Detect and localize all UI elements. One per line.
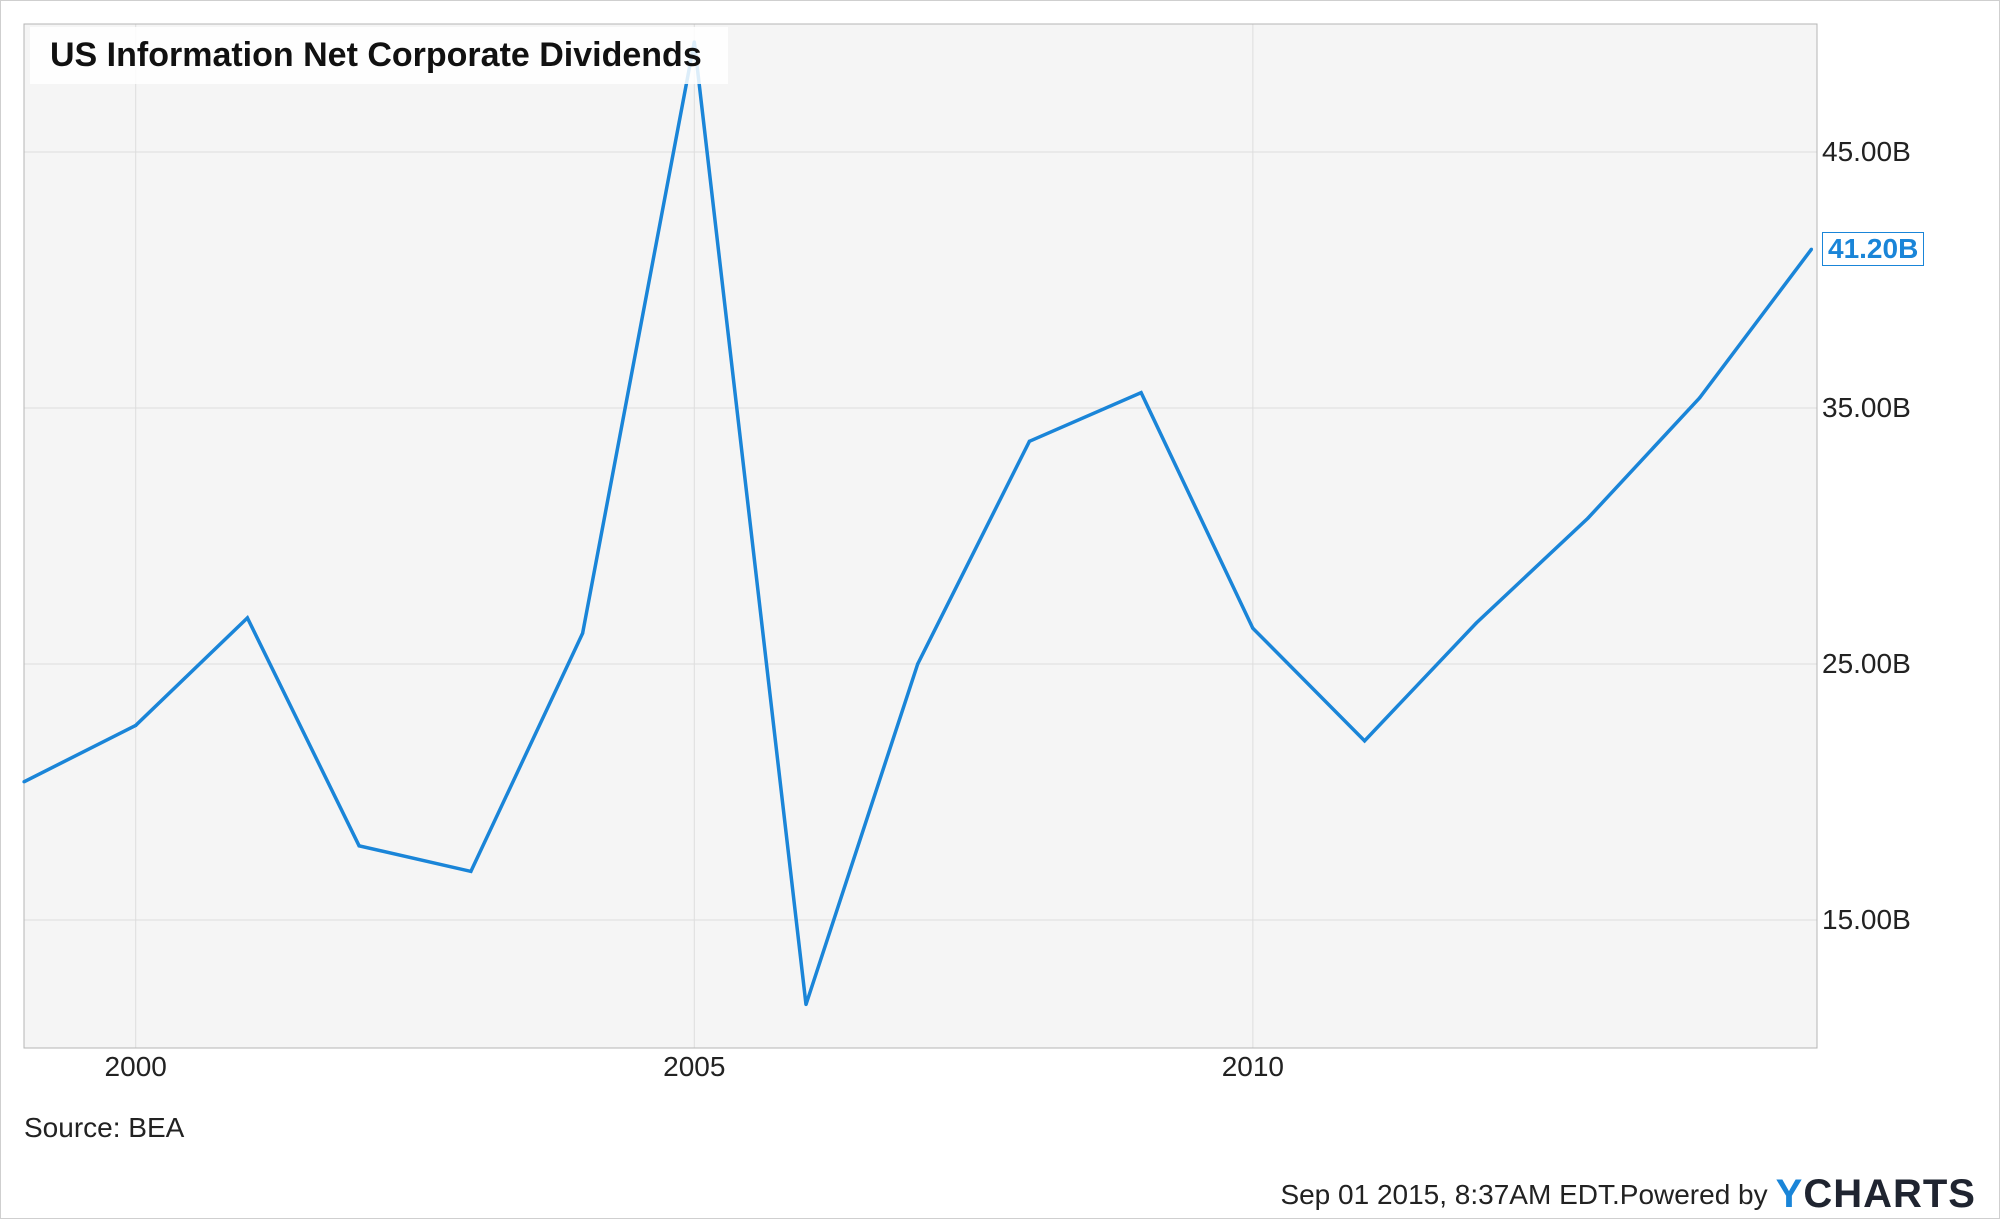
- source-note: Source: BEA: [24, 1112, 185, 1143]
- plot-border: [23, 23, 1818, 1049]
- data-point: [1474, 621, 1478, 625]
- data-point: [580, 631, 585, 635]
- y-tick-label: 25.00B: [1822, 648, 1911, 679]
- data-point: [1698, 396, 1702, 400]
- data-point: [916, 662, 920, 666]
- plot-area: [24, 24, 1817, 1048]
- data-point: [134, 723, 138, 728]
- data-point: [1586, 516, 1590, 520]
- data-point: [1027, 439, 1032, 443]
- data-point: [1809, 247, 1814, 251]
- data-point: [245, 616, 250, 620]
- timestamp: Sep 01 2015, 8:37AM EDT.: [1280, 1178, 1620, 1210]
- powered-by-text: Powered by: [1619, 1178, 1768, 1210]
- y-tick-label: 15.00B: [1822, 904, 1911, 935]
- x-tick-label: 2005: [663, 1051, 726, 1082]
- data-point: [22, 780, 26, 784]
- logo-prefix: Y: [1775, 1172, 1804, 1216]
- last-value-badge: 41.20B: [1822, 232, 1925, 267]
- chart-title-box: US Information Net Corporate Dividends: [30, 27, 728, 84]
- data-point: [1362, 739, 1367, 743]
- data-point: [1139, 391, 1143, 395]
- footer: Sep 01 2015, 8:37AM EDT. Powered by YCHA…: [1280, 1172, 1976, 1217]
- data-point: [357, 844, 361, 848]
- y-tick-label: 35.00B: [1822, 392, 1911, 423]
- x-tick-label: 2010: [1221, 1051, 1284, 1082]
- x-tick-label: 2000: [104, 1051, 167, 1082]
- data-point: [804, 1002, 808, 1007]
- logo-rest: CHARTS: [1803, 1172, 1976, 1216]
- chart-title: US Information Net Corporate Dividends: [50, 36, 702, 74]
- data-point: [469, 869, 473, 873]
- data-point: [1251, 626, 1255, 630]
- ycharts-logo[interactable]: YCHARTS: [1776, 1172, 1976, 1217]
- y-tick-label: 45.00B: [1822, 136, 1911, 167]
